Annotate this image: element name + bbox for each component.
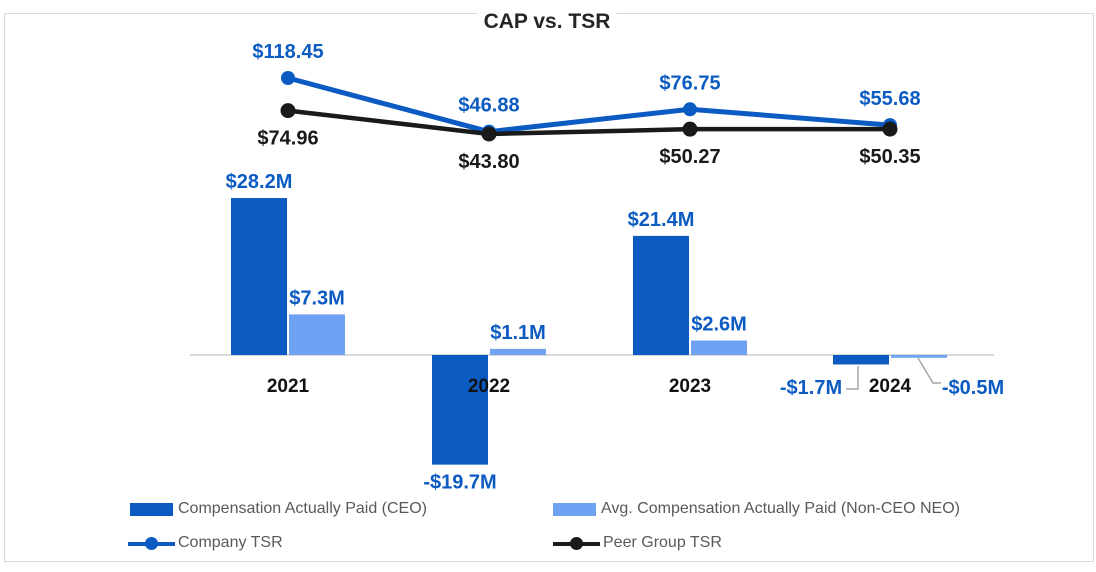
bar-label-neo-cap-2022: $1.1M <box>490 322 546 344</box>
legend-swatch-ceo-cap <box>130 502 173 516</box>
line-label-company-tsr-2023: $76.75 <box>659 72 720 94</box>
bar-label-neo-cap-2024: -$0.5M <box>942 377 1004 399</box>
line-label-company-tsr-2024: $55.68 <box>859 88 920 110</box>
line-label-peer-group-tsr-2023: $50.27 <box>659 146 720 168</box>
bar-ceo-cap-2021 <box>231 198 287 355</box>
category-label-2022: 2022 <box>468 376 510 397</box>
marker-peer-group-tsr-2022 <box>481 126 497 142</box>
line-label-peer-group-tsr-2022: $43.80 <box>458 151 519 173</box>
line-company-tsr <box>287 75 891 135</box>
chart-title: CAP vs. TSR <box>477 10 617 34</box>
bar-label-neo-cap-2023: $2.6M <box>691 314 747 336</box>
legend-line-company-tsr-icon <box>128 536 175 551</box>
bar-label-ceo-cap-2022: -$19.7M <box>423 472 496 494</box>
bar-ceo-cap-2023 <box>633 235 689 355</box>
bar-neo-cap-2021 <box>289 314 345 355</box>
bar-label-ceo-cap-2021: $28.2M <box>226 171 293 193</box>
bar-label-ceo-cap-2024: -$1.7M <box>780 377 842 399</box>
category-label-2021: 2021 <box>267 376 310 397</box>
bar-label-ceo-cap-2023: $21.4M <box>628 209 695 231</box>
callout-leader-line <box>846 366 859 390</box>
marker-company-tsr-2023 <box>683 102 697 117</box>
bar-ceo-cap-2024 <box>833 355 889 365</box>
line-label-peer-group-tsr-2024: $50.35 <box>859 146 920 168</box>
legend-swatch-neo-cap <box>553 502 596 516</box>
line-label-company-tsr-2021: $118.45 <box>252 41 323 63</box>
marker-peer-group-tsr-2023 <box>682 121 698 137</box>
bar-neo-cap-2022 <box>490 348 546 355</box>
legend-item-peer-group-tsr: Peer Group TSR <box>553 534 722 552</box>
marker-peer-group-tsr-2024 <box>882 121 898 137</box>
marker-peer-group-tsr-2021 <box>280 103 296 119</box>
line-label-peer-group-tsr-2021: $74.96 <box>257 128 318 150</box>
line-peer-group-tsr <box>287 108 891 137</box>
legend-item-company-tsr: Company TSR <box>128 534 283 552</box>
category-label-2024: 2024 <box>869 376 912 397</box>
legend-item-neo-cap: Avg. Compensation Actually Paid (Non-CEO… <box>553 500 960 518</box>
bar-neo-cap-2023 <box>691 340 747 355</box>
bar-neo-cap-2024 <box>891 355 947 358</box>
chart-frame <box>4 13 1094 562</box>
legend-line-peer-group-tsr-icon <box>553 536 600 551</box>
legend-label-peer-group-tsr: Peer Group TSR <box>603 534 722 551</box>
category-label-2023: 2023 <box>669 376 711 397</box>
legend-label-company-tsr: Company TSR <box>178 534 283 551</box>
legend-label-neo-cap: Avg. Compensation Actually Paid (Non-CEO… <box>601 500 960 517</box>
legend-label-ceo-cap: Compensation Actually Paid (CEO) <box>178 500 427 517</box>
marker-company-tsr-2021 <box>281 71 295 85</box>
bar-ceo-cap-2022 <box>432 355 488 465</box>
callout-leader-line <box>917 357 941 384</box>
legend-line-marker-dot <box>570 536 583 550</box>
legend-line-marker-dot <box>145 536 158 550</box>
bar-label-neo-cap-2021: $7.3M <box>289 287 345 309</box>
line-label-company-tsr-2022: $46.88 <box>458 95 519 117</box>
legend-item-ceo-cap: Compensation Actually Paid (CEO) <box>130 500 427 518</box>
